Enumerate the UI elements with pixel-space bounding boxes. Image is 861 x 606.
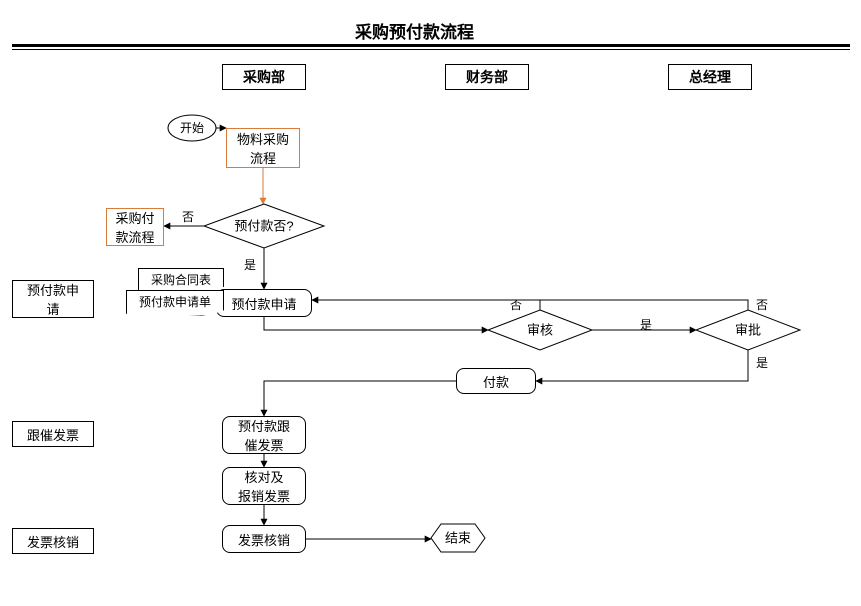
proc-pay: 付款: [456, 368, 536, 394]
start-label: 开始: [180, 121, 204, 135]
edge-e-approve-yes: [536, 350, 748, 381]
edge-label-e-audit-yes: 是: [640, 316, 652, 333]
flowchart-canvas: 采购预付款流程预付款否?审核审批开始结束采购部财务部总经理预付款申 请跟催发票发…: [0, 0, 861, 606]
proc-verify: 发票核销: [222, 525, 306, 553]
row-apply: 预付款申 请: [12, 280, 94, 318]
proc-payflow: 采购付 款流程: [106, 208, 164, 246]
edge-e-apply-down: [264, 317, 488, 330]
dec-prepay-label: 预付款否?: [234, 219, 293, 234]
dec-audit-label: 审核: [527, 323, 553, 338]
edge-label-e-approve-yes: 是: [756, 354, 768, 371]
proc-follow: 预付款跟 催发票: [222, 416, 306, 454]
hdr-purchasing: 采购部: [222, 64, 306, 90]
edge-e-pay-follow: [264, 381, 456, 416]
end-label: 结束: [445, 531, 471, 546]
proc-apply: 预付款申请: [216, 289, 312, 317]
edge-label-e-prepay-yes: 是: [244, 256, 256, 273]
hdr-gm: 总经理: [668, 64, 752, 90]
edge-label-e-prepay-no: 否: [182, 208, 194, 225]
row-follow: 跟催发票: [12, 421, 94, 447]
dec-approve-label: 审批: [735, 323, 761, 338]
edge-e-audit-no: [312, 300, 540, 310]
row-verify: 发票核销: [12, 528, 94, 554]
edge-label-e-audit-no: 否: [510, 296, 522, 313]
proc-check: 核对及 报销发票: [222, 467, 306, 505]
proc-material: 物料采购 流程: [226, 128, 300, 168]
edge-e-approve-no: [312, 300, 748, 310]
hdr-finance: 财务部: [445, 64, 529, 90]
edge-label-e-approve-no: 否: [756, 296, 768, 313]
